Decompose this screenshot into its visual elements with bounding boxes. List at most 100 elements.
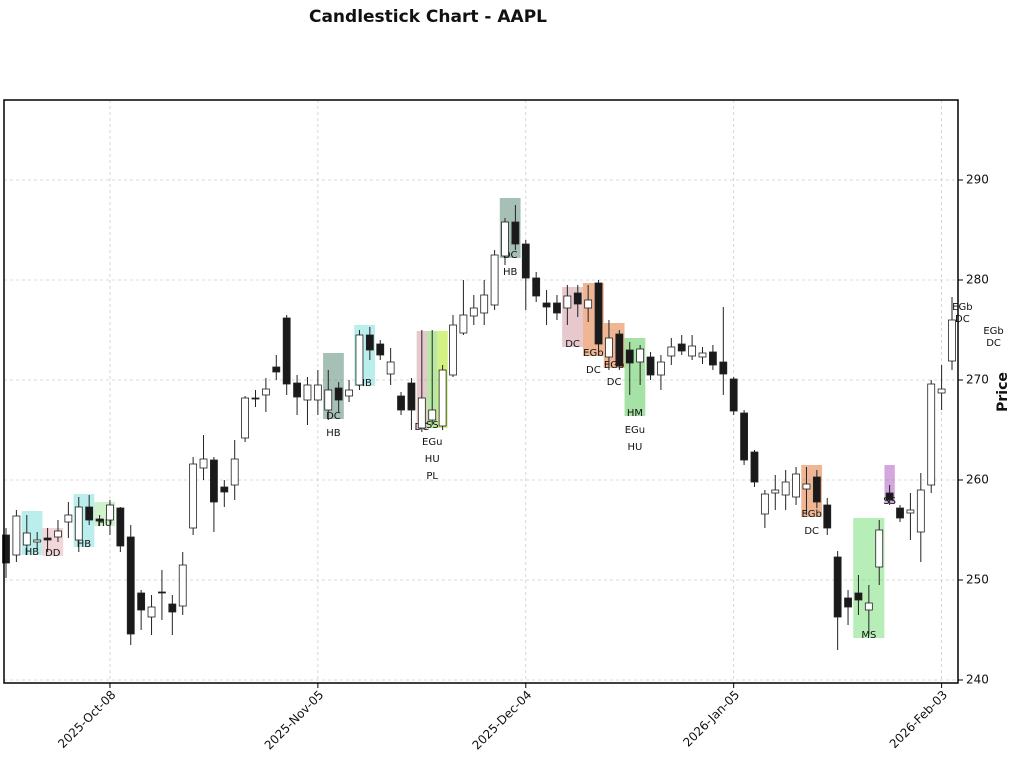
candle-body xyxy=(22,532,31,546)
candle-body xyxy=(688,345,697,357)
pattern-label: DC xyxy=(986,338,1001,349)
candle-body xyxy=(750,451,759,483)
candle-body xyxy=(158,591,166,594)
candle-body xyxy=(709,351,717,366)
pattern-label: HU xyxy=(425,454,440,465)
candle-body xyxy=(771,489,780,494)
pattern-label: HB xyxy=(326,428,341,439)
candle-body xyxy=(563,295,572,309)
candle-body xyxy=(355,334,364,386)
candle-body xyxy=(469,307,478,317)
candle-body xyxy=(844,597,852,608)
candle-body xyxy=(490,254,499,306)
candle-body xyxy=(95,518,104,522)
candle-body xyxy=(854,592,863,601)
candle-body xyxy=(126,536,135,635)
pattern-label: HB xyxy=(357,378,372,389)
candle-body xyxy=(906,509,915,514)
candle-body xyxy=(677,343,686,352)
y-tick-label: 270 xyxy=(966,373,989,387)
x-tick-label: 2025-Dec-04 xyxy=(470,688,535,753)
x-tick-label: 2025-Oct-08 xyxy=(55,688,118,751)
pattern-label: EGu xyxy=(422,437,442,448)
candle-body xyxy=(459,314,468,334)
candle-body xyxy=(54,530,62,538)
candle-body xyxy=(345,389,353,397)
chart-title: Candlestick Chart - AAPL xyxy=(309,7,547,27)
candle-body xyxy=(417,397,426,429)
patterns xyxy=(21,198,895,638)
candle-body xyxy=(74,506,83,541)
candle-body xyxy=(657,361,665,376)
candle-body xyxy=(667,346,676,357)
candle-body xyxy=(386,361,395,375)
candle-body xyxy=(584,299,593,309)
pattern-label: DC xyxy=(586,365,601,376)
pattern-label: DC xyxy=(326,411,341,422)
candle-body xyxy=(251,397,260,400)
candle-body xyxy=(636,348,645,363)
candle-body xyxy=(2,534,10,564)
candle-body xyxy=(241,397,249,439)
pattern-label: DD xyxy=(45,548,61,559)
candle-body xyxy=(230,458,239,486)
candle-body xyxy=(740,412,748,461)
pattern-label: DC xyxy=(503,250,518,261)
candle-body xyxy=(220,486,229,493)
candle-body xyxy=(334,387,343,401)
x-tick-label: 2026-Jan-05 xyxy=(680,688,742,750)
pattern-label: EGu xyxy=(625,425,645,436)
candle-body xyxy=(781,481,790,496)
candle-body xyxy=(64,514,73,523)
pattern-label: SS xyxy=(426,420,439,431)
candle-body xyxy=(189,463,198,529)
candle-body xyxy=(365,334,374,351)
pattern-label: EGb xyxy=(604,360,624,371)
candle-body xyxy=(324,389,333,411)
candle-body xyxy=(43,537,52,541)
candle-body xyxy=(833,556,842,618)
x-tick-label: 2025-Nov-05 xyxy=(262,688,327,753)
candle-body xyxy=(501,221,509,257)
candle-body xyxy=(646,356,655,376)
candle-body xyxy=(438,369,447,427)
pattern-label: MS xyxy=(861,630,876,641)
y-tick-label: 250 xyxy=(966,573,989,587)
candle-body xyxy=(85,506,94,521)
pattern-label: PL xyxy=(426,471,438,482)
pattern-label: HM xyxy=(627,408,643,419)
candle-body xyxy=(33,539,42,543)
candle-body xyxy=(625,349,634,364)
candle-body xyxy=(615,333,624,367)
pattern-label: DC xyxy=(565,339,580,350)
candle-body xyxy=(480,294,489,314)
pattern-label: EGb xyxy=(583,348,603,359)
candle-body xyxy=(864,602,873,611)
candle-body xyxy=(511,221,520,245)
pattern-label: HU xyxy=(628,442,643,453)
candle-body xyxy=(937,388,946,394)
pattern-box xyxy=(884,465,895,504)
candle-body xyxy=(137,592,146,611)
candle-body xyxy=(948,319,956,362)
candle-body xyxy=(12,515,21,556)
candle-body xyxy=(210,459,218,503)
candle-body xyxy=(397,395,405,411)
plot-frame xyxy=(3,99,959,684)
candle-body xyxy=(885,492,894,501)
candle-body xyxy=(178,564,187,607)
candle-body xyxy=(542,302,551,308)
candle-body xyxy=(116,507,125,547)
candle-body xyxy=(282,317,291,385)
candle-body xyxy=(553,302,561,314)
candle-body xyxy=(199,458,208,469)
candle-body xyxy=(376,343,385,356)
candle-body xyxy=(812,476,821,503)
pattern-label: HU xyxy=(97,518,112,529)
candle-body xyxy=(272,366,281,373)
candle-body xyxy=(449,324,457,376)
candle-body xyxy=(147,606,156,618)
candle-body xyxy=(698,352,707,358)
candle-body xyxy=(729,378,738,412)
